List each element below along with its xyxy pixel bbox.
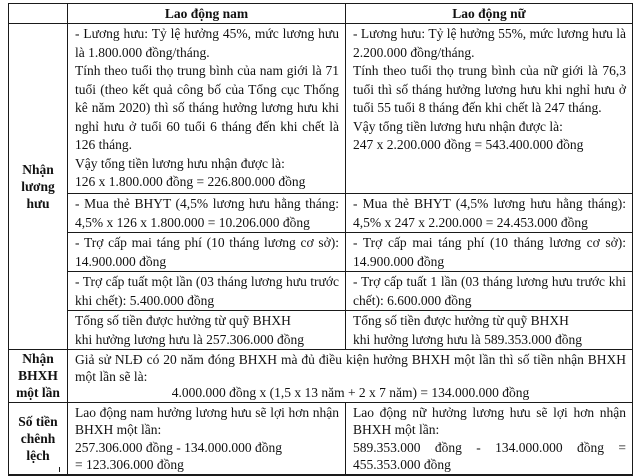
- paragraph: - Trợ cấp mai táng phí (10 tháng lương c…: [75, 235, 339, 269]
- column-header-female: Lao động nữ: [345, 3, 633, 24]
- column-header-male: Lao động nam: [67, 3, 346, 24]
- difference-female-cell: Lao động nữ hưởng lương hưu sẽ lợi hơn n…: [345, 401, 633, 475]
- difference-male-cell: Lao động nam hưởng lương hưu sẽ lợi hơn …: [67, 401, 346, 475]
- paragraph: 589.353.000 đồng - 134.000.000 đồng = 45…: [353, 439, 626, 473]
- line: = 123.306.000 đồng: [75, 457, 184, 472]
- paragraph: - Lương hưu: Tỷ lệ hưởng 55%, mức lương …: [353, 26, 626, 60]
- paragraph: Vậy tổng tiền lương hưu nhận được là:: [75, 155, 285, 171]
- row-label-lumpsum: Nhận BHXH một lần: [8, 349, 68, 403]
- header-empty-cell: [8, 3, 68, 24]
- paragraph: Tính theo tuổi thọ trung bình của nam gi…: [75, 63, 339, 152]
- bhyt-male-cell: - Mua thẻ BHYT (4,5% lương hưu hằng thán…: [67, 193, 346, 233]
- row-label-difference: Số tiền chênh lệch: [8, 401, 68, 475]
- paragraph: Vậy tổng tiền lương hưu nhận được là:: [353, 118, 563, 134]
- paragraph: - Trợ cấp tuất 1 lần (03 tháng lương hưu…: [353, 274, 626, 308]
- line: khi hưởng lương hưu là 257.306.000 đồng: [75, 331, 304, 347]
- paragraph: Giả sử NLĐ có 20 năm đóng BHXH mà đủ điề…: [75, 352, 626, 384]
- paragraph: - Trợ cấp mai táng phí (10 tháng lương c…: [353, 235, 626, 269]
- lumpsum-formula: 4.000.000 đồng x (1,5 x 13 năm + 2 x 7 n…: [171, 385, 530, 400]
- row-label-pension: Nhận lương hưu: [8, 23, 68, 350]
- pension-main-female-cell: - Lương hưu: Tỷ lệ hưởng 55%, mức lương …: [345, 23, 633, 194]
- header-row: Lao động nam Lao động nữ: [8, 3, 633, 24]
- pension-main-row: Nhận lương hưu - Lương hưu: Tỷ lệ hưởng …: [8, 23, 633, 350]
- paragraph: - Mua thẻ BHYT (4,5% lương hưu hằng thán…: [353, 196, 626, 230]
- difference-row: Số tiền chênh lệch Lao động nam hưởng lư…: [8, 401, 633, 475]
- paragraph: - Trợ cấp tuất một lần (03 tháng lương h…: [75, 274, 339, 308]
- total-fund-row: Tổng số tiền được hưởng từ quỹ BHXH khi …: [9, 310, 633, 350]
- paragraph: - Mua thẻ BHYT (4,5% lương hưu hằng thán…: [75, 196, 339, 230]
- paragraph: Lao động nữ hưởng lương hưu sẽ lợi hơn n…: [353, 404, 626, 438]
- funeral-allowance-row: - Trợ cấp mai táng phí (10 tháng lương c…: [9, 232, 633, 272]
- survivor-female-cell: - Trợ cấp tuất 1 lần (03 tháng lương hưu…: [345, 271, 633, 311]
- total-male-cell: Tổng số tiền được hưởng từ quỹ BHXH khi …: [67, 310, 346, 350]
- bhyt-row: - Mua thẻ BHYT (4,5% lương hưu hằng thán…: [9, 193, 633, 233]
- line: Tổng số tiền được hưởng từ quỹ BHXH: [75, 313, 291, 328]
- funeral-female-cell: - Trợ cấp mai táng phí (10 tháng lương c…: [345, 232, 633, 272]
- line: Tổng số tiền được hưởng từ quỹ BHXH: [353, 313, 569, 328]
- benefits-comparison-table: Lao động nam Lao động nữ Nhận lương hưu …: [8, 3, 633, 476]
- lumpsum-cell: Giả sử NLĐ có 20 năm đóng BHXH mà đủ điề…: [67, 349, 633, 403]
- pension-main-male-cell: - Lương hưu: Tỷ lệ hưởng 45%, mức lương …: [67, 23, 346, 194]
- total-female-cell: Tổng số tiền được hưởng từ quỹ BHXH khi …: [345, 310, 633, 350]
- line: khi hưởng lương hưu là 589.353.000 đồng: [353, 331, 582, 347]
- lumpsum-row: Nhận BHXH một lần Giả sử NLĐ có 20 năm đ…: [8, 349, 633, 403]
- paragraph: 247 x 2.200.000 đồng = 543.400.000 đồng: [353, 137, 584, 152]
- cutoff-table-divider: [59, 467, 60, 472]
- paragraph: - Lương hưu: Tỷ lệ hưởng 45%, mức lương …: [75, 26, 339, 60]
- survivor-allowance-row: - Trợ cấp tuất một lần (03 tháng lương h…: [9, 271, 633, 311]
- paragraph: 126 x 1.800.000 đồng = 226.800.000 đồng: [75, 174, 306, 189]
- bhyt-female-cell: - Mua thẻ BHYT (4,5% lương hưu hằng thán…: [345, 193, 633, 233]
- funeral-male-cell: - Trợ cấp mai táng phí (10 tháng lương c…: [67, 232, 346, 272]
- survivor-male-cell: - Trợ cấp tuất một lần (03 tháng lương h…: [67, 271, 346, 311]
- line: 257.306.000 đồng - 134.000.000 đồng: [75, 439, 282, 455]
- paragraph: Tính theo tuổi thọ trung bình của nữ giớ…: [353, 63, 626, 115]
- paragraph: Lao động nam hưởng lương hưu sẽ lợi hơn …: [75, 404, 339, 438]
